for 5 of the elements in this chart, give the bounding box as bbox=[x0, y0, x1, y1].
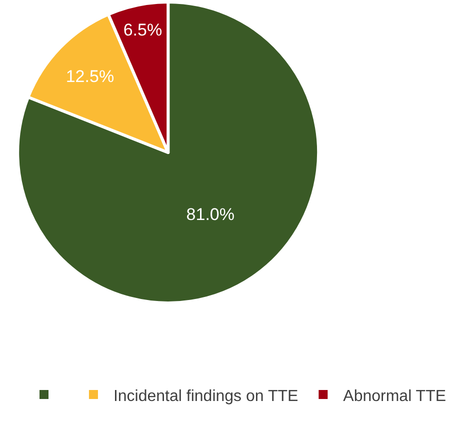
data-label: 6.5% bbox=[123, 20, 162, 40]
data-label: 81.0% bbox=[186, 205, 234, 224]
legend-label: Incidental findings on TTE bbox=[113, 388, 298, 405]
legend-label: Abnormal TTE bbox=[343, 388, 446, 405]
data-label: 12.5% bbox=[66, 67, 114, 86]
